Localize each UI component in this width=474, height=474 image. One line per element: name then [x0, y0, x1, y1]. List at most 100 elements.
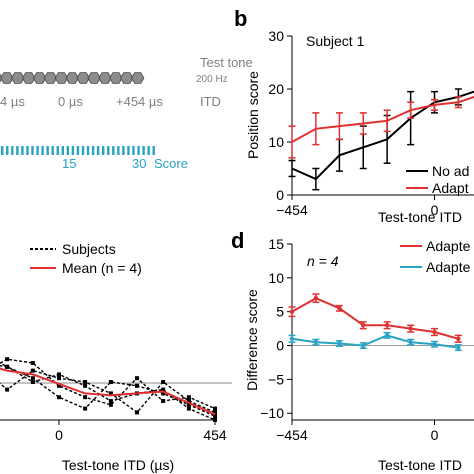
- score-tick-mark: [6, 146, 9, 155]
- panel-c-x-axis-label: Test-tone ITD (µs): [62, 457, 174, 473]
- score-tick-mark: [81, 146, 85, 155]
- panel-b-series: [288, 88, 474, 191]
- itd-hexagon: [0, 72, 14, 84]
- data-point: [361, 343, 366, 348]
- data-point: [5, 364, 10, 369]
- itd-hexagon: [54, 72, 69, 84]
- data-point: [108, 380, 113, 384]
- itd-hexagon: [109, 72, 123, 84]
- series-line: [291, 334, 459, 349]
- panel-d-letter: d: [231, 228, 244, 253]
- panel-d-y-axis-label: Difference score: [244, 289, 260, 391]
- y-tick-label: 0: [276, 338, 284, 354]
- data-point: [361, 323, 366, 328]
- data-point: [108, 391, 113, 396]
- y-tick-label: 30: [268, 28, 284, 44]
- score-tick-mark: [16, 146, 19, 155]
- data-point: [5, 357, 10, 362]
- panel-c: 0 454 Subjects Mean (n = 4) Test-tone ITD…: [0, 241, 232, 473]
- score-tick-mark: [152, 146, 155, 155]
- hexagon-row: [0, 72, 145, 84]
- legend-label-adaptation: Adapt: [432, 180, 469, 196]
- x-tick-label: 0: [431, 202, 439, 218]
- data-point: [384, 323, 390, 328]
- score-tick-mark: [21, 146, 24, 155]
- data-point: [30, 368, 35, 373]
- score-tick-mark: [142, 146, 145, 155]
- score-tick-mark: [31, 146, 34, 155]
- score-tick-mark: [147, 146, 150, 155]
- score-tick-mark: [11, 146, 14, 155]
- legend-label-adapter-blue: Adapte: [426, 259, 471, 275]
- panel-b-letter: b: [234, 6, 247, 31]
- test-tone-label: Test tone: [200, 55, 253, 70]
- panel-b: b Subject 1 Position score Test-tone ITD…: [234, 6, 474, 225]
- itd-tick-left: 4 µs: [0, 94, 25, 109]
- panel-b-subtitle: Subject 1: [306, 33, 365, 49]
- panel-b-legend: No ad Adapt: [406, 163, 469, 196]
- itd-hexagon: [120, 72, 134, 84]
- x-tick-label: 454: [203, 427, 227, 443]
- series-line: [0, 367, 216, 416]
- y-tick-label: 10: [268, 270, 284, 286]
- data-point: [337, 341, 342, 346]
- data-point: [135, 376, 139, 381]
- data-point: [30, 376, 35, 381]
- x-tick-label: −454: [276, 202, 308, 218]
- panel-c-legend: Subjects Mean (n = 4): [30, 241, 142, 276]
- legend-label-no-adaptation: No ad: [432, 163, 469, 179]
- x-tick-label: 0: [431, 427, 439, 443]
- score-tick-mark: [61, 146, 64, 155]
- score-tick-30: 30: [132, 156, 146, 171]
- panel-d-axes: −10 −5 0 5 10 15 −454 0: [260, 236, 474, 443]
- itd-hexagon: [32, 72, 47, 84]
- legend-label-mean: Mean (n = 4): [62, 260, 142, 276]
- score-tick-mark: [46, 146, 49, 155]
- data-point: [161, 387, 166, 392]
- test-tone-frequency: 200 Hz: [196, 74, 228, 85]
- data-point: [30, 361, 35, 365]
- panel-d: d n = 4 Difference score Test-tone ITD −…: [231, 228, 474, 473]
- score-tick-mark: [122, 146, 125, 155]
- data-point: [213, 418, 217, 422]
- series-line: [291, 95, 474, 143]
- panel-d-legend: Adapte Adapte: [400, 238, 471, 275]
- x-tick-label: −454: [276, 427, 308, 443]
- score-tick-15: 15: [62, 156, 76, 171]
- series-line: [0, 365, 216, 417]
- data-point: [186, 395, 191, 400]
- y-tick-label: 0: [276, 187, 284, 203]
- data-point: [186, 399, 191, 403]
- legend-label-adapter-red: Adapte: [426, 238, 471, 254]
- itd-hexagon: [131, 72, 145, 84]
- y-tick-label: 5: [276, 304, 284, 320]
- data-point: [135, 410, 139, 415]
- score-tick-mark: [26, 146, 29, 155]
- data-point: [30, 380, 35, 384]
- itd-tick-right: +454 µs: [116, 94, 163, 109]
- data-point: [337, 306, 342, 311]
- score-tick-mark: [112, 146, 115, 155]
- score-tick-mark: [102, 146, 105, 155]
- data-point: [83, 383, 88, 388]
- itd-tick-center: 0 µs: [58, 94, 83, 109]
- y-tick-label: −5: [268, 371, 284, 387]
- score-tick-mark: [91, 146, 95, 155]
- data-point: [213, 406, 217, 411]
- itd-hexagon: [65, 72, 79, 84]
- data-point: [213, 414, 217, 419]
- y-tick-label: 20: [268, 81, 284, 97]
- score-tick-mark: [117, 146, 120, 155]
- panel-d-series: [288, 293, 474, 352]
- itd-hexagon: [22, 72, 36, 84]
- itd-hexagon: [43, 72, 58, 84]
- score-tick-mark: [51, 146, 54, 155]
- score-tick-mark: [66, 146, 70, 155]
- y-tick-label: −10: [260, 405, 284, 421]
- score-label: Score: [154, 156, 188, 171]
- itd-hexagon: [11, 72, 25, 84]
- panel-d-note: n = 4: [307, 253, 339, 269]
- score-tick-mark: [76, 146, 80, 155]
